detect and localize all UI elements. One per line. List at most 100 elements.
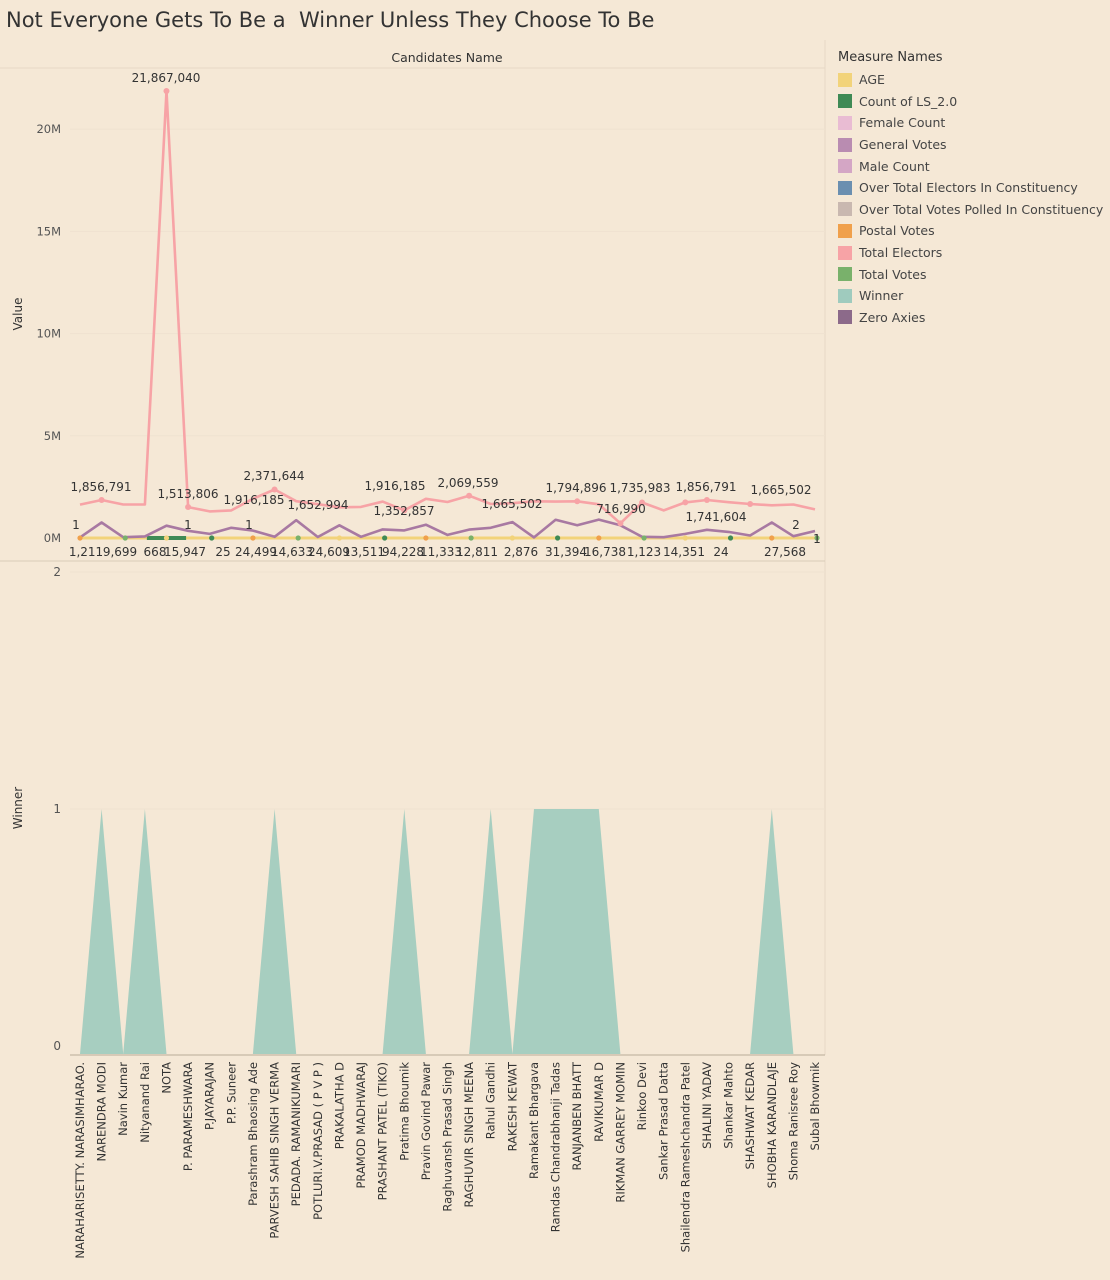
baseline-marker	[814, 535, 820, 541]
data-label-bottom: 14,633	[271, 545, 313, 559]
x-tick-label: Shoma Ranisree Roy	[786, 1062, 800, 1181]
x-tick-label: RAGHUVIR SINGH MEENA	[462, 1062, 476, 1208]
legend-item[interactable]: Female Count	[838, 112, 1110, 134]
legend-item[interactable]: Over Total Electors In Constituency	[838, 177, 1110, 199]
data-label-bottom: 24,609	[308, 545, 350, 559]
legend-item[interactable]: AGE	[838, 69, 1110, 91]
x-tick-label: NOTA	[159, 1062, 173, 1094]
legend-swatch	[838, 202, 852, 217]
x-tick-label: POTLURI.V.PRASAD ( P V P )	[311, 1062, 325, 1220]
x-tick-label: P. PARAMESHWARA	[181, 1062, 195, 1171]
legend-item[interactable]: Winner	[838, 285, 1110, 307]
winner-area	[80, 809, 815, 1054]
baseline-marker	[122, 535, 128, 541]
legend-label: Over Total Electors In Constituency	[859, 180, 1078, 196]
baseline-marker	[77, 535, 83, 541]
x-tick-label: P.P. Suneer	[224, 1062, 238, 1124]
legend-item[interactable]: Total Votes	[838, 263, 1110, 285]
baseline-marker	[423, 535, 429, 541]
data-label-small: 1	[245, 518, 253, 532]
baseline-marker	[382, 535, 388, 541]
chart-title: Not Everyone Gets To Be a Winner Unless …	[6, 8, 655, 32]
data-label: 1,652,994	[287, 498, 348, 512]
legend-items: AGE Count of LS_2.0 Female Count General Vo…	[838, 69, 1110, 328]
data-label: 1,794,896	[545, 481, 606, 495]
x-tick-label: RAVIKUMAR D	[592, 1062, 606, 1142]
baseline-marker	[596, 535, 602, 541]
legend-label: Total Electors	[859, 245, 943, 261]
y-axis-title-value: Value	[11, 298, 25, 331]
data-label: 21,867,040	[132, 71, 201, 85]
legend-item[interactable]: Over Total Votes Polled In Constituency	[838, 199, 1110, 221]
legend-item[interactable]: Count of LS_2.0	[838, 91, 1110, 113]
data-label-small: 1	[72, 518, 80, 532]
x-tick-label: SHALINI YADAV	[700, 1062, 714, 1149]
legend-swatch	[838, 159, 852, 174]
data-label: 1,665,502	[481, 497, 542, 511]
x-tick-label: Nityanand Rai	[138, 1062, 152, 1143]
legend-item[interactable]: Postal Votes	[838, 220, 1110, 242]
data-label: 1,741,604	[685, 510, 746, 524]
data-label-small: 1	[813, 532, 821, 546]
legend-label: Female Count	[859, 115, 946, 131]
data-label: 2,371,644	[243, 469, 304, 483]
legend-title: Measure Names	[838, 50, 943, 65]
legend-item[interactable]: Total Electors	[838, 242, 1110, 264]
data-point	[617, 520, 624, 527]
legend-label: Count of LS_2.0	[859, 93, 958, 109]
y-tick-label: 10M	[36, 327, 61, 341]
data-label-bottom: 25	[215, 545, 230, 559]
y-axis-title-winner: Winner	[11, 787, 25, 830]
legend-label: Male Count	[859, 158, 930, 174]
data-label: 1,916,185	[223, 493, 284, 507]
data-label-bottom: 12,811	[456, 545, 498, 559]
x-tick-label: SHOBHA KARANDLAJE	[765, 1062, 779, 1188]
data-label-bottom: 9,699	[103, 545, 137, 559]
baseline-marker	[727, 535, 734, 541]
baseline-marker	[468, 535, 474, 541]
x-tick-label: Shailendra Rameshchandra Patel	[678, 1062, 692, 1252]
data-label: 1,735,983	[609, 481, 670, 495]
legend-swatch	[838, 115, 852, 130]
baseline-marker	[250, 535, 256, 541]
x-tick-label: RIKMAN GARREY MOMIN	[613, 1062, 627, 1203]
legend-label: Over Total Votes Polled In Constituency	[859, 201, 1104, 217]
data-label-bottom: 31,394	[545, 545, 587, 559]
legend-swatch	[838, 223, 852, 238]
legend-label: Winner	[859, 288, 904, 304]
data-label-small: 1	[184, 518, 192, 532]
x-tick-label: PARVESH SAHIB SINGH VERMA	[268, 1062, 282, 1239]
data-label-bottom: 15,947	[164, 545, 206, 559]
data-label: 1,665,502	[750, 483, 811, 497]
legend-label: AGE	[859, 72, 885, 88]
y-tick-label: 0M	[44, 531, 61, 545]
data-label-small: 2	[792, 518, 800, 532]
data-label-bottom: 27,568	[764, 545, 806, 559]
x-tick-label: PRASHANT PATEL (TIKO)	[376, 1062, 390, 1200]
y-tick-label: 20M	[36, 122, 61, 136]
data-label-bottom: 668	[144, 545, 167, 559]
legend-swatch	[838, 310, 852, 325]
legend-item[interactable]: General Votes	[838, 134, 1110, 156]
legend-swatch	[838, 180, 852, 195]
data-label-bottom: 13,511	[343, 545, 385, 559]
data-point	[163, 88, 170, 94]
data-label: 1,856,791	[70, 480, 131, 494]
x-tick-label: PRAMOD MADHWARAJ	[354, 1062, 368, 1189]
data-label-bottom: 1,211	[69, 545, 103, 559]
y-tick-label: 0	[53, 1039, 61, 1053]
x-tick-label: PRAKALATHA D	[332, 1062, 346, 1149]
baseline-marker	[554, 535, 561, 541]
legend: Measure Names AGE Count of LS_2.0 Female C…	[838, 50, 1110, 328]
legend-item[interactable]: Zero Axies	[838, 307, 1110, 329]
data-label: 1,916,185	[364, 479, 425, 493]
column-header: Candidates Name	[391, 50, 503, 65]
legend-swatch	[838, 72, 852, 87]
legend-item[interactable]: Male Count	[838, 155, 1110, 177]
data-point	[185, 504, 192, 511]
data-label-bottom: 24	[713, 545, 728, 559]
x-tick-label: SHASHWAT KEDAR	[743, 1062, 757, 1169]
data-label: 1,513,806	[157, 487, 218, 501]
baseline-marker	[682, 535, 688, 541]
